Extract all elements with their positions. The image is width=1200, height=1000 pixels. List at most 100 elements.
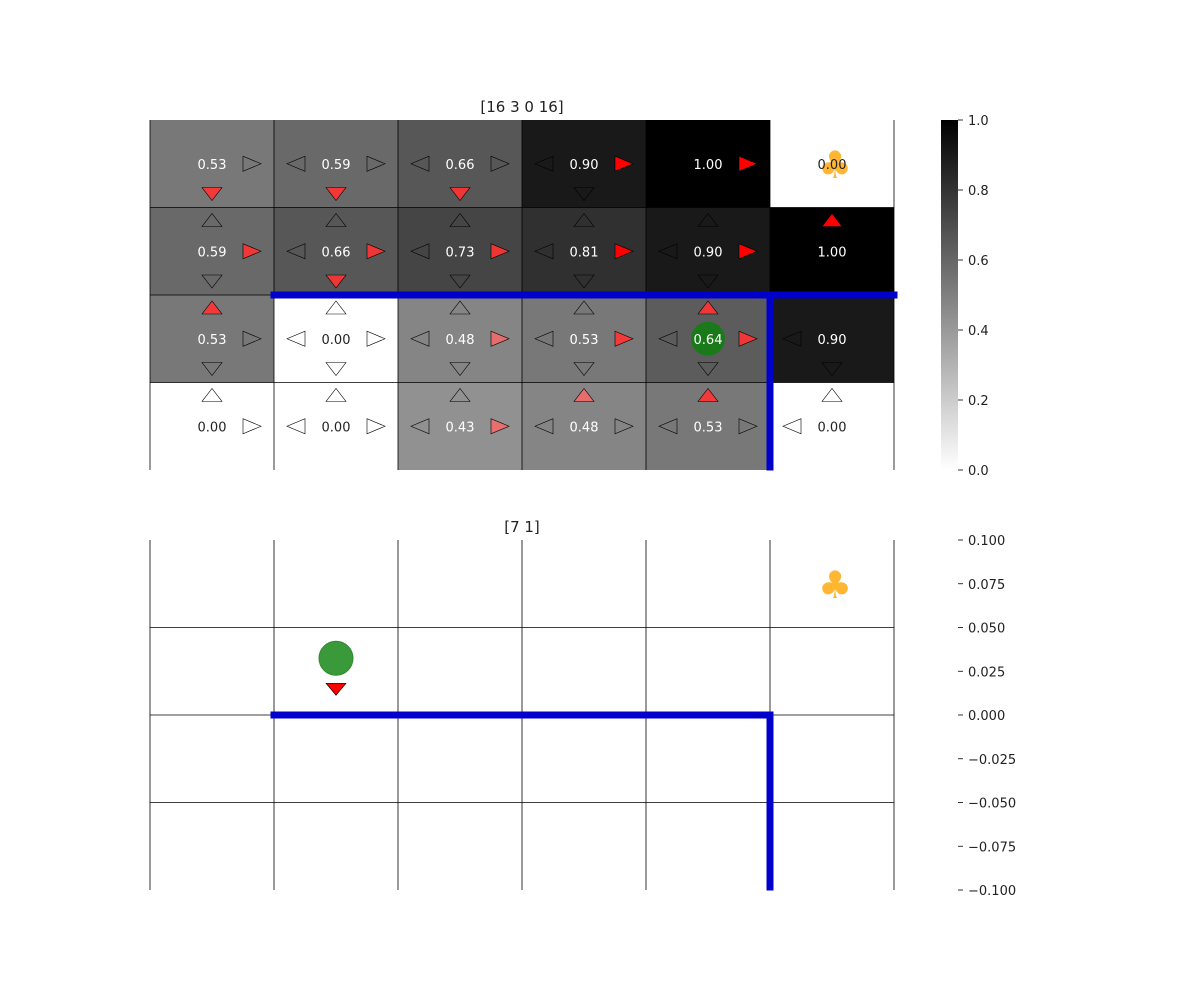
arrow-up-r3-c4 bbox=[697, 388, 719, 402]
state-grid-panel: [7 1] ♣ 0.100 0.075 0.050 0.025 0.000 −0.025 −… bbox=[149, 518, 1016, 899]
heatmap-cell-r0-c5 bbox=[770, 120, 894, 208]
arrow-left-r3-c4 bbox=[658, 418, 678, 435]
arrow-right-r3-c1 bbox=[366, 418, 386, 435]
wall-lines bbox=[270, 291, 898, 471]
goal-club-icon: ♣ bbox=[818, 143, 852, 187]
agent-action-arrow-down bbox=[325, 682, 347, 696]
arrow-right-r1-c3 bbox=[614, 243, 634, 260]
arrow-left-r3-c2 bbox=[410, 418, 430, 435]
arrow-down-r1-c2 bbox=[449, 274, 471, 289]
cell-value-r2-c2: 0.48 bbox=[446, 333, 475, 348]
colorbar-tick-label: 0.4 bbox=[968, 324, 989, 339]
cell-value-r1-c1: 0.66 bbox=[322, 245, 351, 260]
arrow-left-r2-c5 bbox=[782, 330, 802, 347]
arrow-left-r3-c5 bbox=[782, 418, 802, 435]
cell-value-r0-c1: 0.59 bbox=[322, 158, 351, 173]
arrow-left-r0-c1 bbox=[286, 155, 306, 172]
y-tick-label: −0.100 bbox=[968, 884, 1016, 899]
cell-value-r2-c5: 0.90 bbox=[818, 333, 847, 348]
arrow-down-r0-c2 bbox=[449, 187, 471, 201]
arrow-right-r2-c2 bbox=[490, 330, 510, 347]
agent-marker bbox=[318, 640, 354, 676]
cell-value-r0-c3: 0.90 bbox=[570, 158, 599, 173]
cell-value-r0-c5: 0.00 bbox=[818, 158, 847, 173]
arrow-right-r2-c0 bbox=[242, 330, 262, 347]
arrow-right-r3-c2 bbox=[490, 418, 510, 435]
heatmap-cell-r2-c5 bbox=[770, 295, 894, 383]
arrow-up-r3-c1 bbox=[325, 388, 347, 402]
arrow-up-r2-c4 bbox=[697, 300, 719, 315]
arrow-up-r1-c3 bbox=[573, 213, 595, 227]
arrow-right-r1-c0 bbox=[242, 243, 262, 260]
arrow-left-r3-c3 bbox=[534, 418, 554, 435]
arrow-down-r2-c0 bbox=[201, 362, 223, 376]
arrow-right-r3-c0 bbox=[242, 418, 262, 435]
arrow-left-r0-c2 bbox=[410, 155, 430, 172]
arrow-down-r0-c1 bbox=[325, 187, 347, 201]
arrow-left-r1-c1 bbox=[286, 243, 306, 260]
cell-value-labels: 0.53 0.59 0.66 0.90 1.00 0.00 0.59 0.66 0.73 0.81… bbox=[198, 158, 847, 436]
arrow-down-r2-c4 bbox=[697, 362, 719, 376]
arrow-up-r1-c2 bbox=[449, 213, 471, 227]
arrow-up-r2-c3 bbox=[573, 300, 595, 315]
cell-value-r1-c4: 0.90 bbox=[694, 245, 723, 260]
arrow-down-r1-c3 bbox=[573, 274, 595, 289]
y-tick-label: −0.075 bbox=[968, 840, 1016, 855]
arrow-right-r3-c3 bbox=[614, 418, 634, 435]
y-tick-label: 0.000 bbox=[968, 709, 1005, 724]
y-tick-label: 0.050 bbox=[968, 622, 1005, 637]
y-axis: 0.100 0.075 0.050 0.025 0.000 −0.025 −0.050 −0.… bbox=[958, 534, 1016, 899]
arrow-up-r3-c0 bbox=[201, 388, 223, 402]
arrow-right-r1-c1 bbox=[366, 243, 386, 260]
y-tick-label: 0.025 bbox=[968, 665, 1005, 680]
y-tick-label: −0.050 bbox=[968, 797, 1016, 812]
cell-value-r2-c3: 0.53 bbox=[570, 333, 599, 348]
arrow-left-r3-c1 bbox=[286, 418, 306, 435]
cell-value-r3-c5: 0.00 bbox=[818, 420, 847, 435]
cell-value-r2-c4: 0.64 bbox=[694, 333, 723, 348]
heatmap-cell-r3-c0 bbox=[150, 382, 274, 470]
cell-value-r1-c2: 0.73 bbox=[446, 245, 475, 260]
cell-value-r0-c0: 0.53 bbox=[198, 158, 227, 173]
y-tick-label: −0.025 bbox=[968, 753, 1016, 768]
arrow-right-r0-c4 bbox=[738, 155, 758, 172]
cell-value-r2-c1: 0.00 bbox=[322, 333, 351, 348]
arrow-up-r2-c1 bbox=[325, 300, 347, 315]
arrow-down-r2-c5 bbox=[821, 362, 843, 376]
y-tick-label: 0.100 bbox=[968, 534, 1005, 549]
arrow-up-r1-c1 bbox=[325, 213, 347, 227]
heatmap-cell-r2-c1 bbox=[274, 295, 398, 383]
arrow-left-r2-c1 bbox=[286, 330, 306, 347]
arrow-right-r2-c3 bbox=[614, 330, 634, 347]
state-markers: ♣ bbox=[318, 563, 852, 696]
heatmap-cell-r3-c5 bbox=[770, 382, 894, 470]
cell-value-r1-c5: 1.00 bbox=[818, 245, 847, 260]
arrow-down-r1-c4 bbox=[697, 274, 719, 289]
arrow-down-r2-c2 bbox=[449, 362, 471, 376]
arrow-left-r2-c2 bbox=[410, 330, 430, 347]
arrow-right-r0-c0 bbox=[242, 155, 262, 172]
heatmap-cell-r3-c1 bbox=[274, 382, 398, 470]
arrow-down-r2-c1 bbox=[325, 362, 347, 376]
bottom-panel-title: [7 1] bbox=[504, 518, 540, 536]
arrow-up-r3-c3 bbox=[573, 388, 595, 402]
colorbar-tick-label: 0.0 bbox=[968, 464, 989, 479]
arrow-up-r2-c0 bbox=[201, 300, 223, 315]
colorbar-tick-label: 0.2 bbox=[968, 394, 989, 409]
arrow-right-r0-c2 bbox=[490, 155, 510, 172]
cell-value-r1-c0: 0.59 bbox=[198, 245, 227, 260]
arrow-up-r3-c2 bbox=[449, 388, 471, 402]
arrow-right-r0-c3 bbox=[614, 155, 634, 172]
cell-value-r3-c3: 0.48 bbox=[570, 420, 599, 435]
arrow-down-r1-c0 bbox=[201, 274, 223, 289]
colorbar-tick-label: 0.6 bbox=[968, 254, 989, 269]
agent-marker bbox=[691, 321, 725, 356]
arrow-up-r1-c4 bbox=[697, 213, 719, 227]
cell-value-r3-c2: 0.43 bbox=[446, 420, 475, 435]
cell-value-r0-c4: 1.00 bbox=[694, 158, 723, 173]
arrow-left-r1-c2 bbox=[410, 243, 430, 260]
arrow-up-r2-c2 bbox=[449, 300, 471, 315]
arrow-up-r1-c0 bbox=[201, 213, 223, 227]
arrow-left-r1-c3 bbox=[534, 243, 554, 260]
arrow-down-r0-c0 bbox=[201, 187, 223, 201]
